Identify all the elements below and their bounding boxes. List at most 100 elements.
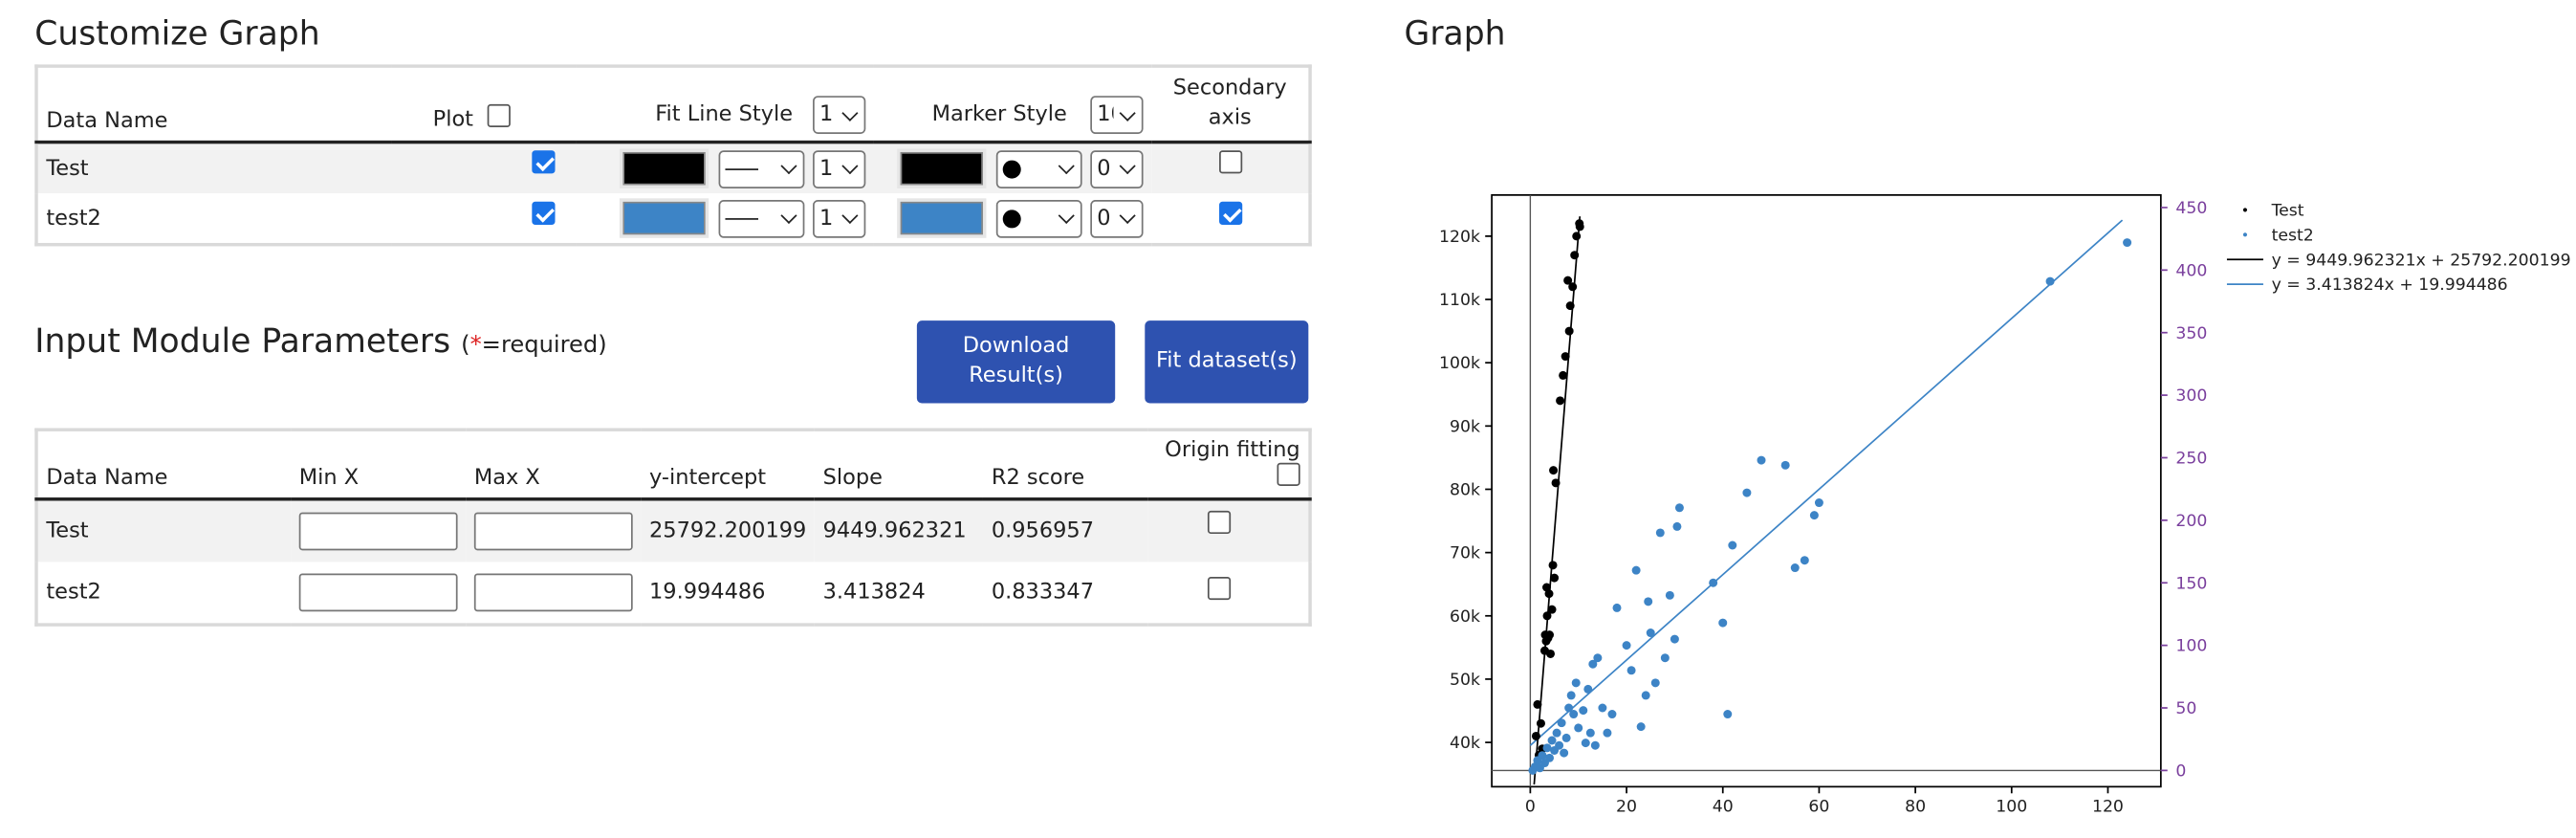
y-tick-label: 40k [1450,734,1480,753]
marker-size-select[interactable]: 0 [1090,149,1144,188]
marker-shape-select[interactable] [995,149,1082,188]
data-point-series-2 [1790,563,1800,573]
slope-value: 9449.962321 [814,498,984,562]
header-secondary-axis: Secondary axis [1151,66,1311,144]
data-point-series-2 [1557,718,1566,728]
secondary-axis-checkbox[interactable] [1218,150,1242,174]
y-tick-label: 50k [1450,671,1480,690]
marker-color-swatch[interactable] [896,198,986,238]
plot-all-checkbox[interactable] [487,103,511,128]
data-point-series-2 [2045,276,2055,286]
origin-fitting-all-checkbox[interactable] [1277,462,1300,486]
header-plot: Plot [391,66,577,144]
data-point-series-2 [1555,740,1564,750]
chevron-down-icon [841,158,859,175]
y-tick-label: 100k [1439,354,1480,373]
secondary-axis-checkbox[interactable] [1218,201,1242,225]
data-point-series-1 [1545,630,1555,640]
x-tick-label: 80 [1905,797,1926,816]
min-x-input[interactable] [298,512,458,551]
fit-width-all-select[interactable]: 1 [813,96,866,134]
x-tick-label: 60 [1808,797,1829,816]
header-data-name: Data Name [36,430,292,501]
chevron-down-icon [841,103,859,121]
y2-tick-label: 450 [2175,199,2207,218]
x-tick-label: 0 [1525,797,1536,816]
plot-checkbox[interactable] [532,150,556,174]
data-point-series-2 [1626,666,1636,675]
line-width-select[interactable]: 1 [813,149,866,188]
marker-size-select[interactable]: 0 [1090,199,1144,237]
row-name: Test [36,142,392,194]
solid-line-icon [725,217,758,219]
required-note: (*=required) [461,332,607,359]
data-point-series-1 [1549,466,1559,475]
plot-checkbox[interactable] [532,201,556,225]
data-point-series-2 [1742,488,1752,497]
origin-fitting-checkbox[interactable] [1207,576,1231,600]
fit-datasets-button[interactable]: Fit dataset(s) [1145,320,1309,404]
marker-size-all-select[interactable]: 10 [1090,96,1144,134]
fit-line-2 [1529,219,2124,746]
chevron-down-icon [841,207,859,225]
line-style-select[interactable] [718,149,805,188]
x-tick-label: 20 [1616,797,1637,816]
max-x-input[interactable] [473,573,633,612]
line-width-select[interactable]: 1 [813,199,866,237]
max-x-input[interactable] [473,512,633,551]
data-point-series-2 [1547,736,1557,745]
customize-graph-table: Data Name Plot Fit Line Style 1 Marker S… [34,64,1312,247]
min-x-input[interactable] [298,573,458,612]
data-point-series-1 [1547,605,1557,614]
data-point-series-1 [1564,326,1574,336]
legend-label-1: Test [2271,201,2304,220]
line-color-swatch[interactable] [619,198,709,238]
origin-fitting-checkbox[interactable] [1207,509,1231,534]
data-point-series-2 [1631,565,1641,575]
data-point-series-2 [1780,460,1790,470]
data-point-series-2 [1569,710,1579,719]
marker-color-swatch[interactable] [896,148,986,188]
data-point-series-2 [1593,653,1603,663]
plot-frame [1491,194,2162,788]
data-point-series-2 [1545,753,1555,762]
data-point-series-2 [1809,511,1819,520]
data-point-series-2 [1607,710,1617,719]
data-point-series-2 [1650,678,1660,688]
x-tick-label: 40 [1713,797,1734,816]
data-point-series-1 [1561,352,1570,362]
row-name: test2 [36,193,392,245]
legend-label-2: test2 [2272,226,2314,245]
data-point-series-2 [1564,703,1574,713]
chevron-down-icon [1119,207,1136,225]
data-point-series-2 [1566,691,1576,700]
data-point-series-2 [2123,238,2132,248]
marker-shape-select[interactable] [995,199,1082,237]
input-module-title: Input Module Parameters (*=required) [34,320,607,361]
data-point-series-2 [1646,628,1655,638]
row-name: test2 [36,562,292,626]
header-y-intercept: y-intercept [641,430,815,501]
y2-tick-label: 300 [2175,386,2207,406]
data-point-series-2 [1542,743,1552,753]
download-results-button[interactable]: Download Result(s) [916,320,1116,404]
data-point-series-1 [1551,478,1561,488]
customize-row-test: Test 1 0 [36,142,1311,194]
chevron-down-icon [1058,158,1075,175]
data-point-series-2 [1574,723,1583,733]
circle-marker-icon [1002,159,1021,178]
data-point-series-2 [1603,728,1612,738]
data-point-series-2 [1538,751,1547,761]
data-point-series-2 [1709,578,1718,587]
data-point-series-1 [1563,276,1573,285]
line-color-swatch[interactable] [619,148,709,188]
data-point-series-1 [1572,232,1582,241]
parameters-row-test2: test2 19.994486 3.413824 0.833347 [36,562,1311,626]
data-point-series-1 [1531,731,1540,740]
data-point-series-2 [1641,691,1650,700]
data-point-series-1 [1533,699,1542,709]
line-style-select[interactable] [718,199,805,237]
data-point-series-2 [1660,653,1670,663]
header-max-x: Max X [466,430,642,501]
